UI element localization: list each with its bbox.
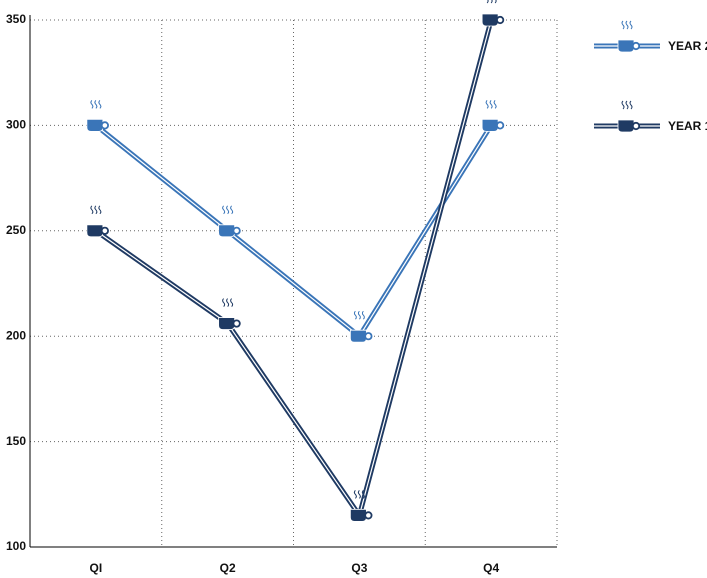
point-marker <box>481 0 505 27</box>
cup-steam <box>90 205 102 215</box>
cup-body <box>349 329 367 343</box>
point-marker <box>349 310 373 343</box>
cup-handle <box>100 226 109 235</box>
x-tick-label: Q4 <box>483 561 499 575</box>
y-tick-label: 350 <box>6 12 26 26</box>
point-marker <box>218 298 241 330</box>
y-tick-label: 300 <box>6 118 26 132</box>
cup-steam <box>222 298 234 307</box>
cup-steam <box>90 100 102 109</box>
line <box>94 19 494 518</box>
legend-label: YEAR 1 <box>668 119 707 133</box>
line-highlight <box>95 19 492 516</box>
cup-handle <box>631 41 641 51</box>
line-highlight <box>95 124 492 337</box>
cup-handle <box>364 511 373 520</box>
legend-label: YEAR 2 <box>668 39 707 53</box>
x-tick-label: QI <box>90 561 103 575</box>
cup-handle <box>232 319 241 328</box>
cup-handle <box>364 332 373 341</box>
point-marker <box>218 205 241 238</box>
x-tick-label: Q3 <box>351 561 367 575</box>
cup-steam <box>353 310 365 320</box>
cup-handle <box>631 121 641 131</box>
cup-body <box>481 119 499 132</box>
cup-handle <box>496 121 505 130</box>
cup-body <box>617 39 635 53</box>
point-marker <box>86 205 109 238</box>
point-marker <box>349 490 373 522</box>
y-tick-label: 250 <box>6 223 26 237</box>
cup-handle <box>100 121 109 130</box>
cup-body <box>617 119 635 133</box>
cup-body <box>349 508 367 522</box>
cup-steam <box>353 490 365 499</box>
cup-handle <box>496 15 505 25</box>
cup-steam <box>486 0 497 4</box>
legend-marker <box>617 100 641 133</box>
point-marker <box>86 100 109 132</box>
cup-body <box>218 317 236 330</box>
point-marker <box>481 100 505 132</box>
cup-body <box>218 224 236 238</box>
cup-steam <box>222 205 234 215</box>
cup-body <box>86 224 104 238</box>
x-tick-label: Q2 <box>220 561 236 575</box>
cup-body <box>86 119 104 132</box>
cup-handle <box>232 226 241 235</box>
cup-steam <box>621 100 633 110</box>
cup-steam <box>621 20 633 30</box>
y-tick-label: 200 <box>6 328 26 342</box>
cup-body <box>481 13 499 27</box>
cup-steam <box>485 100 497 109</box>
legend-marker <box>617 20 641 53</box>
y-tick-label: 100 <box>6 539 26 553</box>
y-tick-label: 150 <box>6 434 26 448</box>
